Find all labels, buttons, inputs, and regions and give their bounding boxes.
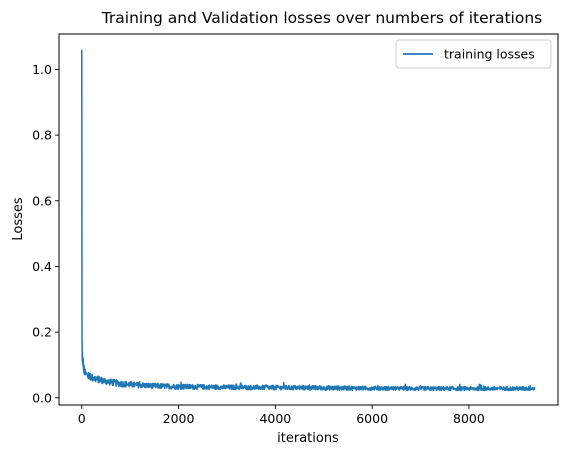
- x-tick-label: 6000: [356, 411, 388, 426]
- x-axis-label: iterations: [277, 431, 339, 446]
- plot-area: [58, 33, 559, 406]
- x-tick-label: 4000: [259, 411, 291, 426]
- y-tick-label: 0.4: [32, 259, 52, 274]
- y-axis: 0.0 0.2 0.4 0.6 0.8 1.0: [32, 62, 59, 405]
- chart-title: Training and Validation losses over numb…: [101, 9, 543, 27]
- x-axis: 0 2000 4000 6000 8000: [78, 405, 485, 426]
- y-tick-label: 0.6: [32, 193, 52, 208]
- y-tick-label: 1.0: [32, 62, 52, 77]
- y-axis-label: Losses: [11, 197, 26, 241]
- legend-label: training losses: [444, 47, 535, 62]
- x-tick-label: 0: [78, 411, 86, 426]
- plot-frame: [58, 33, 559, 406]
- y-tick-label: 0.2: [32, 325, 52, 340]
- x-tick-label: 2000: [163, 411, 195, 426]
- series-line-training-losses: [81, 49, 536, 392]
- legend-box: [395, 39, 552, 69]
- x-tick-label: 8000: [453, 411, 485, 426]
- y-tick-label: 0.8: [32, 128, 52, 143]
- legend: training losses: [395, 39, 552, 69]
- y-tick-label: 0.0: [32, 390, 52, 405]
